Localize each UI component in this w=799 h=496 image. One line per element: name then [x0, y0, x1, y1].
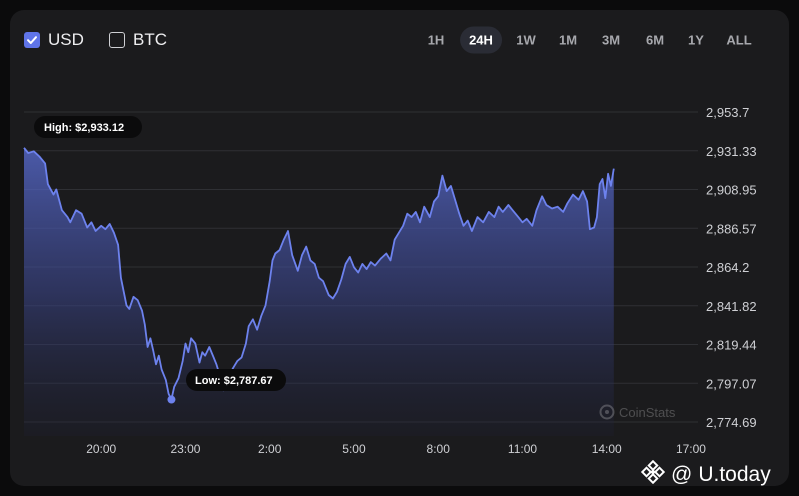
y-tick-label: 2,774.69 — [706, 415, 757, 430]
timeframe-tab-1m[interactable]: 1M — [558, 32, 578, 48]
x-tick-label: 8:00 — [427, 442, 451, 456]
at-sign: @ — [671, 463, 693, 486]
x-axis: 20:00 23:00 2:00 5:00 8:00 11:00 14:00 17:00 — [86, 442, 706, 456]
u-today-text: U.today — [698, 463, 771, 486]
y-tick-label: 2,797.07 — [706, 376, 757, 391]
y-tick-label: 2,931.33 — [706, 144, 757, 159]
usd-toggle[interactable]: USD — [24, 30, 84, 50]
btc-toggle[interactable]: BTC — [109, 30, 167, 50]
checkbox-checked-icon[interactable] — [24, 32, 40, 48]
timeframe-tab-6m[interactable]: 6M — [645, 32, 665, 48]
y-tick-label: 2,864.2 — [706, 260, 749, 275]
x-tick-label: 11:00 — [508, 442, 537, 456]
checkbox-unchecked-icon[interactable] — [109, 32, 125, 48]
x-tick-label: 20:00 — [86, 442, 116, 456]
low-callout: Low: $2,787.67 — [186, 369, 286, 391]
timeframe-tab-1w[interactable]: 1W — [516, 32, 536, 48]
y-axis: 2,953.7 2,931.33 2,908.95 2,886.57 2,864.2 2,… — [706, 105, 757, 430]
binance-logo-icon — [640, 459, 666, 490]
x-tick-label: 2:00 — [258, 442, 282, 456]
low-label: Low: $2,787.67 — [195, 375, 273, 387]
timeframe-tab-1h[interactable]: 1H — [427, 32, 445, 48]
coinstats-watermark: CoinStats — [599, 404, 676, 420]
x-tick-label: 5:00 — [342, 442, 366, 456]
high-callout: High: $2,933.12 — [34, 116, 142, 138]
timeframe-tab-1y[interactable]: 1Y — [688, 32, 704, 48]
x-tick-label: 14:00 — [592, 442, 622, 456]
usd-label: USD — [48, 30, 84, 49]
x-tick-label: 23:00 — [170, 442, 200, 456]
y-tick-label: 2,908.95 — [706, 183, 757, 198]
timeframe-tab-3m[interactable]: 3M — [601, 32, 621, 48]
y-tick-label: 2,953.7 — [706, 105, 749, 120]
timeframe-tab-24h[interactable]: 24H — [460, 26, 502, 54]
timeframe-tab-all[interactable]: ALL — [726, 32, 752, 48]
high-label: High: $2,933.12 — [44, 122, 124, 134]
y-tick-label: 2,886.57 — [706, 221, 757, 236]
u-today-watermark: @ U.today — [640, 459, 771, 490]
x-tick-label: 17:00 — [676, 442, 706, 456]
coinstats-label: CoinStats — [619, 405, 676, 420]
y-tick-label: 2,841.82 — [706, 299, 757, 314]
price-line — [23, 147, 615, 401]
y-tick-label: 2,819.44 — [706, 338, 757, 353]
price-area — [24, 147, 614, 437]
low-point-marker — [167, 395, 176, 404]
btc-label: BTC — [133, 30, 167, 49]
